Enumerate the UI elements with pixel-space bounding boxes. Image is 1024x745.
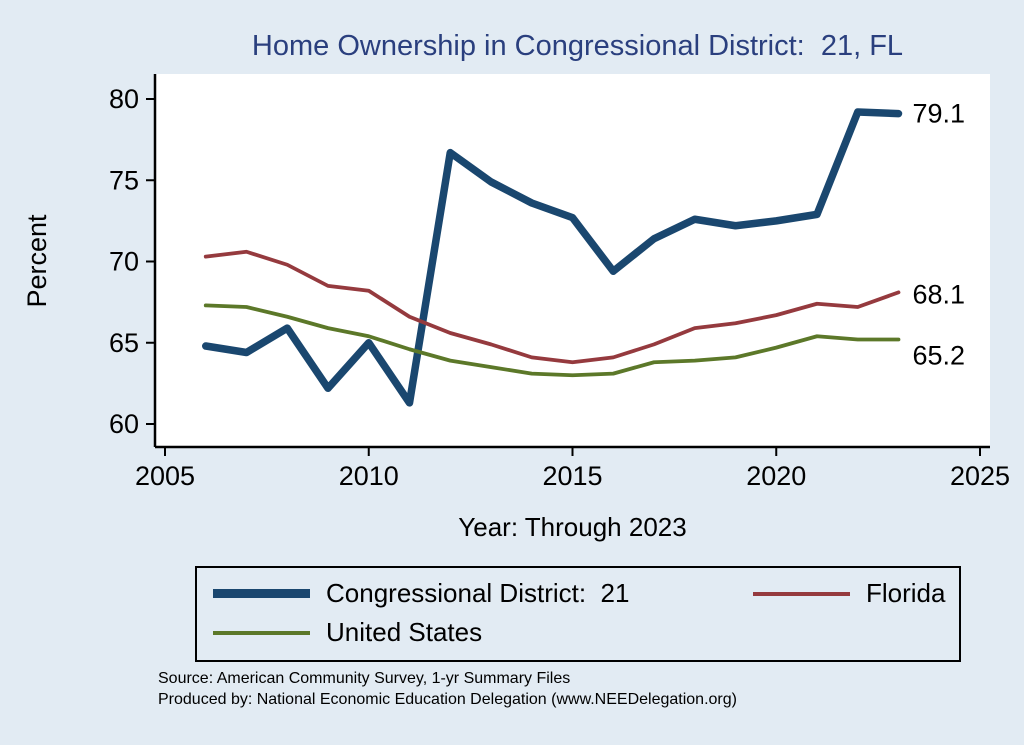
footer: Source: American Community Survey, 1-yr … (158, 668, 737, 710)
x-axis-title: Year: Through 2023 (458, 512, 687, 542)
legend-item-district: Congressional District: 21 (213, 578, 753, 609)
source-note: Source: American Community Survey, 1-yr … (158, 670, 571, 687)
plot-area (155, 74, 990, 447)
y-tick-label: 70 (109, 247, 139, 277)
y-axis-title: Percent (22, 214, 52, 308)
series-line-2 (203, 303, 901, 378)
series-line-1 (203, 249, 901, 365)
x-tick-label: 2025 (950, 461, 1010, 491)
x-tick-label: 2020 (746, 461, 806, 491)
series-end-label-1: 68.1 (913, 279, 966, 309)
plot-svg: 60 65 70 75 80 2005 2010 2015 2020 2025 79.1 68.1 65… (109, 74, 1010, 491)
y-tick-label: 75 (109, 165, 139, 195)
series-end-label-2: 65.2 (913, 341, 966, 371)
district-line-swatch (213, 589, 310, 598)
x-tick-label: 2005 (135, 461, 195, 491)
legend-item-us: United States (213, 617, 753, 648)
x-tick-label: 2010 (339, 461, 399, 491)
series-end-label-0: 79.1 (913, 99, 966, 129)
chart-title: Home Ownership in Congressional District… (251, 30, 904, 62)
legend: Congressional District: 21 Florida Unite… (195, 566, 961, 662)
legend-label-district: Congressional District: 21 (326, 578, 630, 608)
y-tick-label: 80 (109, 84, 139, 114)
us-line-swatch (213, 630, 310, 635)
legend-label-us: United States (326, 617, 483, 647)
y-tick-label: 60 (109, 409, 139, 439)
legend-item-florida: Florida (753, 578, 959, 609)
produced-by-note: Produced by: National Economic Education… (158, 691, 737, 708)
y-tick-label: 65 (109, 328, 139, 358)
legend-label-florida: Florida (866, 578, 946, 608)
legend-grid: Congressional District: 21 Florida Unite… (213, 578, 959, 648)
florida-line-swatch (753, 591, 850, 596)
x-tick-label: 2015 (542, 461, 602, 491)
series-line-0 (202, 108, 903, 407)
